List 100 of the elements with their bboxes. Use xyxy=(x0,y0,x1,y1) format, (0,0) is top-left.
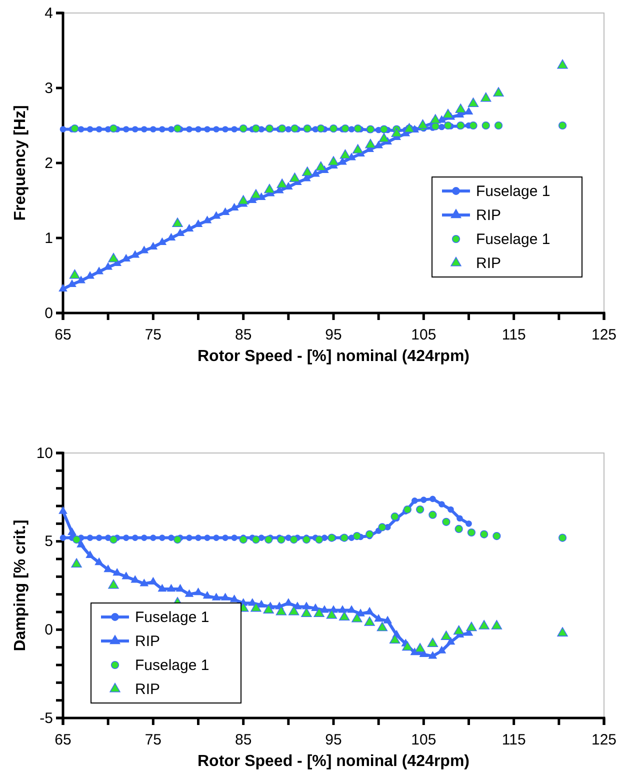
point xyxy=(212,212,220,219)
point xyxy=(132,126,138,132)
point xyxy=(213,126,220,132)
point xyxy=(277,536,286,544)
point xyxy=(411,498,418,504)
x-tick-label: 95 xyxy=(325,732,342,748)
point xyxy=(230,594,238,602)
point xyxy=(438,501,445,508)
point xyxy=(168,534,174,541)
point xyxy=(285,126,292,132)
point xyxy=(230,203,238,211)
y-tick-label: 0 xyxy=(44,304,53,322)
point xyxy=(131,250,140,258)
point xyxy=(427,638,438,648)
point xyxy=(494,121,503,130)
point xyxy=(222,534,228,541)
point xyxy=(328,156,339,166)
point xyxy=(290,124,299,133)
point xyxy=(301,608,312,618)
point xyxy=(276,606,287,616)
point xyxy=(320,606,329,613)
point xyxy=(389,634,400,644)
point xyxy=(212,593,220,600)
x-tick-label: 105 xyxy=(411,326,436,344)
point xyxy=(455,104,466,113)
point xyxy=(140,534,148,541)
point xyxy=(454,625,464,635)
point xyxy=(491,620,502,630)
point xyxy=(250,602,262,612)
point xyxy=(221,593,230,600)
x-axis-title: Rotor Speed - [%] nominal (424rpm) xyxy=(197,753,470,770)
point xyxy=(416,505,424,514)
point xyxy=(186,534,192,541)
point xyxy=(204,126,210,132)
x-tick-label: 85 xyxy=(234,732,252,748)
point xyxy=(467,528,476,537)
point xyxy=(213,534,220,541)
point xyxy=(109,536,118,544)
legend-label: RIP xyxy=(476,207,502,224)
point xyxy=(442,108,454,118)
point xyxy=(108,579,119,589)
point xyxy=(158,238,166,246)
x-tick-label: 115 xyxy=(502,732,526,748)
point xyxy=(78,126,84,132)
point xyxy=(378,132,390,142)
point xyxy=(239,536,248,544)
point xyxy=(96,534,102,541)
point xyxy=(482,121,490,130)
point xyxy=(264,536,273,544)
legend-label: RIP xyxy=(135,633,160,650)
y-axis-title: Damping [% crit.] xyxy=(12,520,29,652)
point xyxy=(167,233,176,241)
point xyxy=(420,496,427,503)
point xyxy=(150,126,156,132)
x-tick-label: 65 xyxy=(54,732,72,748)
point xyxy=(186,126,192,132)
point xyxy=(58,506,68,514)
point xyxy=(158,584,166,592)
point xyxy=(68,528,76,536)
point xyxy=(478,620,490,630)
point xyxy=(376,622,388,632)
point xyxy=(493,87,504,96)
point xyxy=(414,643,426,652)
y-tick-label: 0 xyxy=(44,621,53,638)
point xyxy=(140,246,148,254)
point xyxy=(314,608,324,618)
point xyxy=(276,178,288,188)
x-tick-label: 65 xyxy=(54,326,72,344)
point xyxy=(302,536,311,544)
point xyxy=(173,536,182,544)
point xyxy=(257,600,266,608)
point xyxy=(238,195,249,204)
y-tick-label: -5 xyxy=(40,710,53,727)
point xyxy=(354,124,362,133)
point xyxy=(104,564,112,572)
point xyxy=(263,604,274,614)
x-tick-label: 125 xyxy=(591,326,617,344)
point xyxy=(168,126,174,132)
point xyxy=(480,92,492,102)
x-tick-label: 115 xyxy=(502,326,526,344)
point xyxy=(444,121,452,130)
point xyxy=(86,550,94,558)
point xyxy=(278,124,286,133)
point xyxy=(72,536,81,544)
point xyxy=(195,534,202,541)
point xyxy=(231,126,238,132)
point xyxy=(466,622,477,632)
legend-label: Fuselage 1 xyxy=(476,231,550,248)
point xyxy=(109,124,118,133)
point xyxy=(176,228,184,236)
point xyxy=(203,591,212,599)
point xyxy=(338,606,347,613)
legend-label: Fuselage 1 xyxy=(476,183,550,200)
point xyxy=(140,126,148,132)
point xyxy=(448,506,454,513)
point xyxy=(70,124,79,133)
point xyxy=(365,138,376,148)
point xyxy=(557,59,568,69)
point xyxy=(348,126,355,132)
point xyxy=(69,269,80,279)
